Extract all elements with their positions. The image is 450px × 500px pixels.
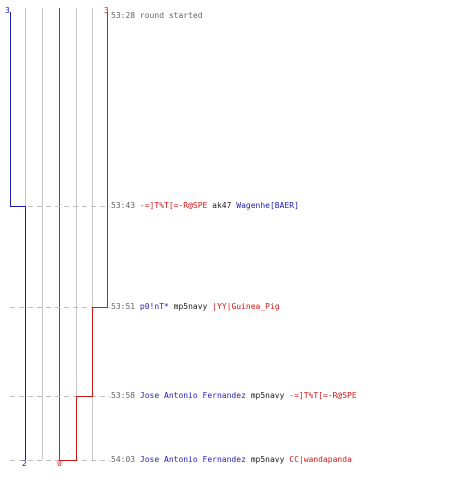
weapon-name: mp5navy bbox=[245, 455, 290, 464]
event-row: 53:58 Jose Antonio Fernandez mp5navy -=]… bbox=[111, 391, 357, 401]
killer-name: p0!nT* bbox=[139, 302, 169, 311]
red-team-alive-line bbox=[59, 12, 108, 461]
victim-name: CC|wandapanda bbox=[289, 455, 352, 464]
victim-name: Wagenhe[BAER] bbox=[236, 201, 299, 210]
event-text: round started bbox=[139, 11, 203, 20]
blue-team-end-score: 2 bbox=[22, 459, 27, 468]
event-time: 53:51 bbox=[111, 302, 136, 311]
event-time: 53:28 bbox=[111, 11, 136, 20]
blue-team-start-score: 3 bbox=[5, 6, 10, 15]
weapon-name: mp5navy bbox=[168, 302, 213, 311]
victim-name: -=]T%T[=-R@SPE bbox=[289, 391, 357, 400]
weapon-name: mp5navy bbox=[245, 391, 290, 400]
blue-team-alive-line bbox=[10, 12, 26, 460]
killer-name: -=]T%T[=-R@SPE bbox=[139, 201, 208, 210]
event-row: 53:43 -=]T%T[=-R@SPE ak47 Wagenhe[BAER] bbox=[111, 201, 299, 211]
killer-name: Jose Antonio Fernandez bbox=[139, 455, 246, 464]
event-time: 53:58 bbox=[111, 391, 136, 400]
event-row: 53:51 p0!nT* mp5navy |YY|Guinea_Pig bbox=[111, 302, 280, 312]
weapon-name: ak47 bbox=[207, 201, 237, 210]
event-time: 54:03 bbox=[111, 455, 136, 464]
event-row: 54:03 Jose Antonio Fernandez mp5navy CC|… bbox=[111, 455, 352, 465]
killer-name: Jose Antonio Fernandez bbox=[139, 391, 246, 400]
event-row: 53:28 round started bbox=[111, 11, 203, 21]
event-time: 53:43 bbox=[111, 201, 136, 210]
timeline-grid bbox=[25, 8, 93, 460]
red-team-end-score: 0 bbox=[57, 459, 62, 468]
victim-name: |YY|Guinea_Pig bbox=[212, 302, 280, 311]
red-team-start-score: 3 bbox=[104, 6, 109, 15]
